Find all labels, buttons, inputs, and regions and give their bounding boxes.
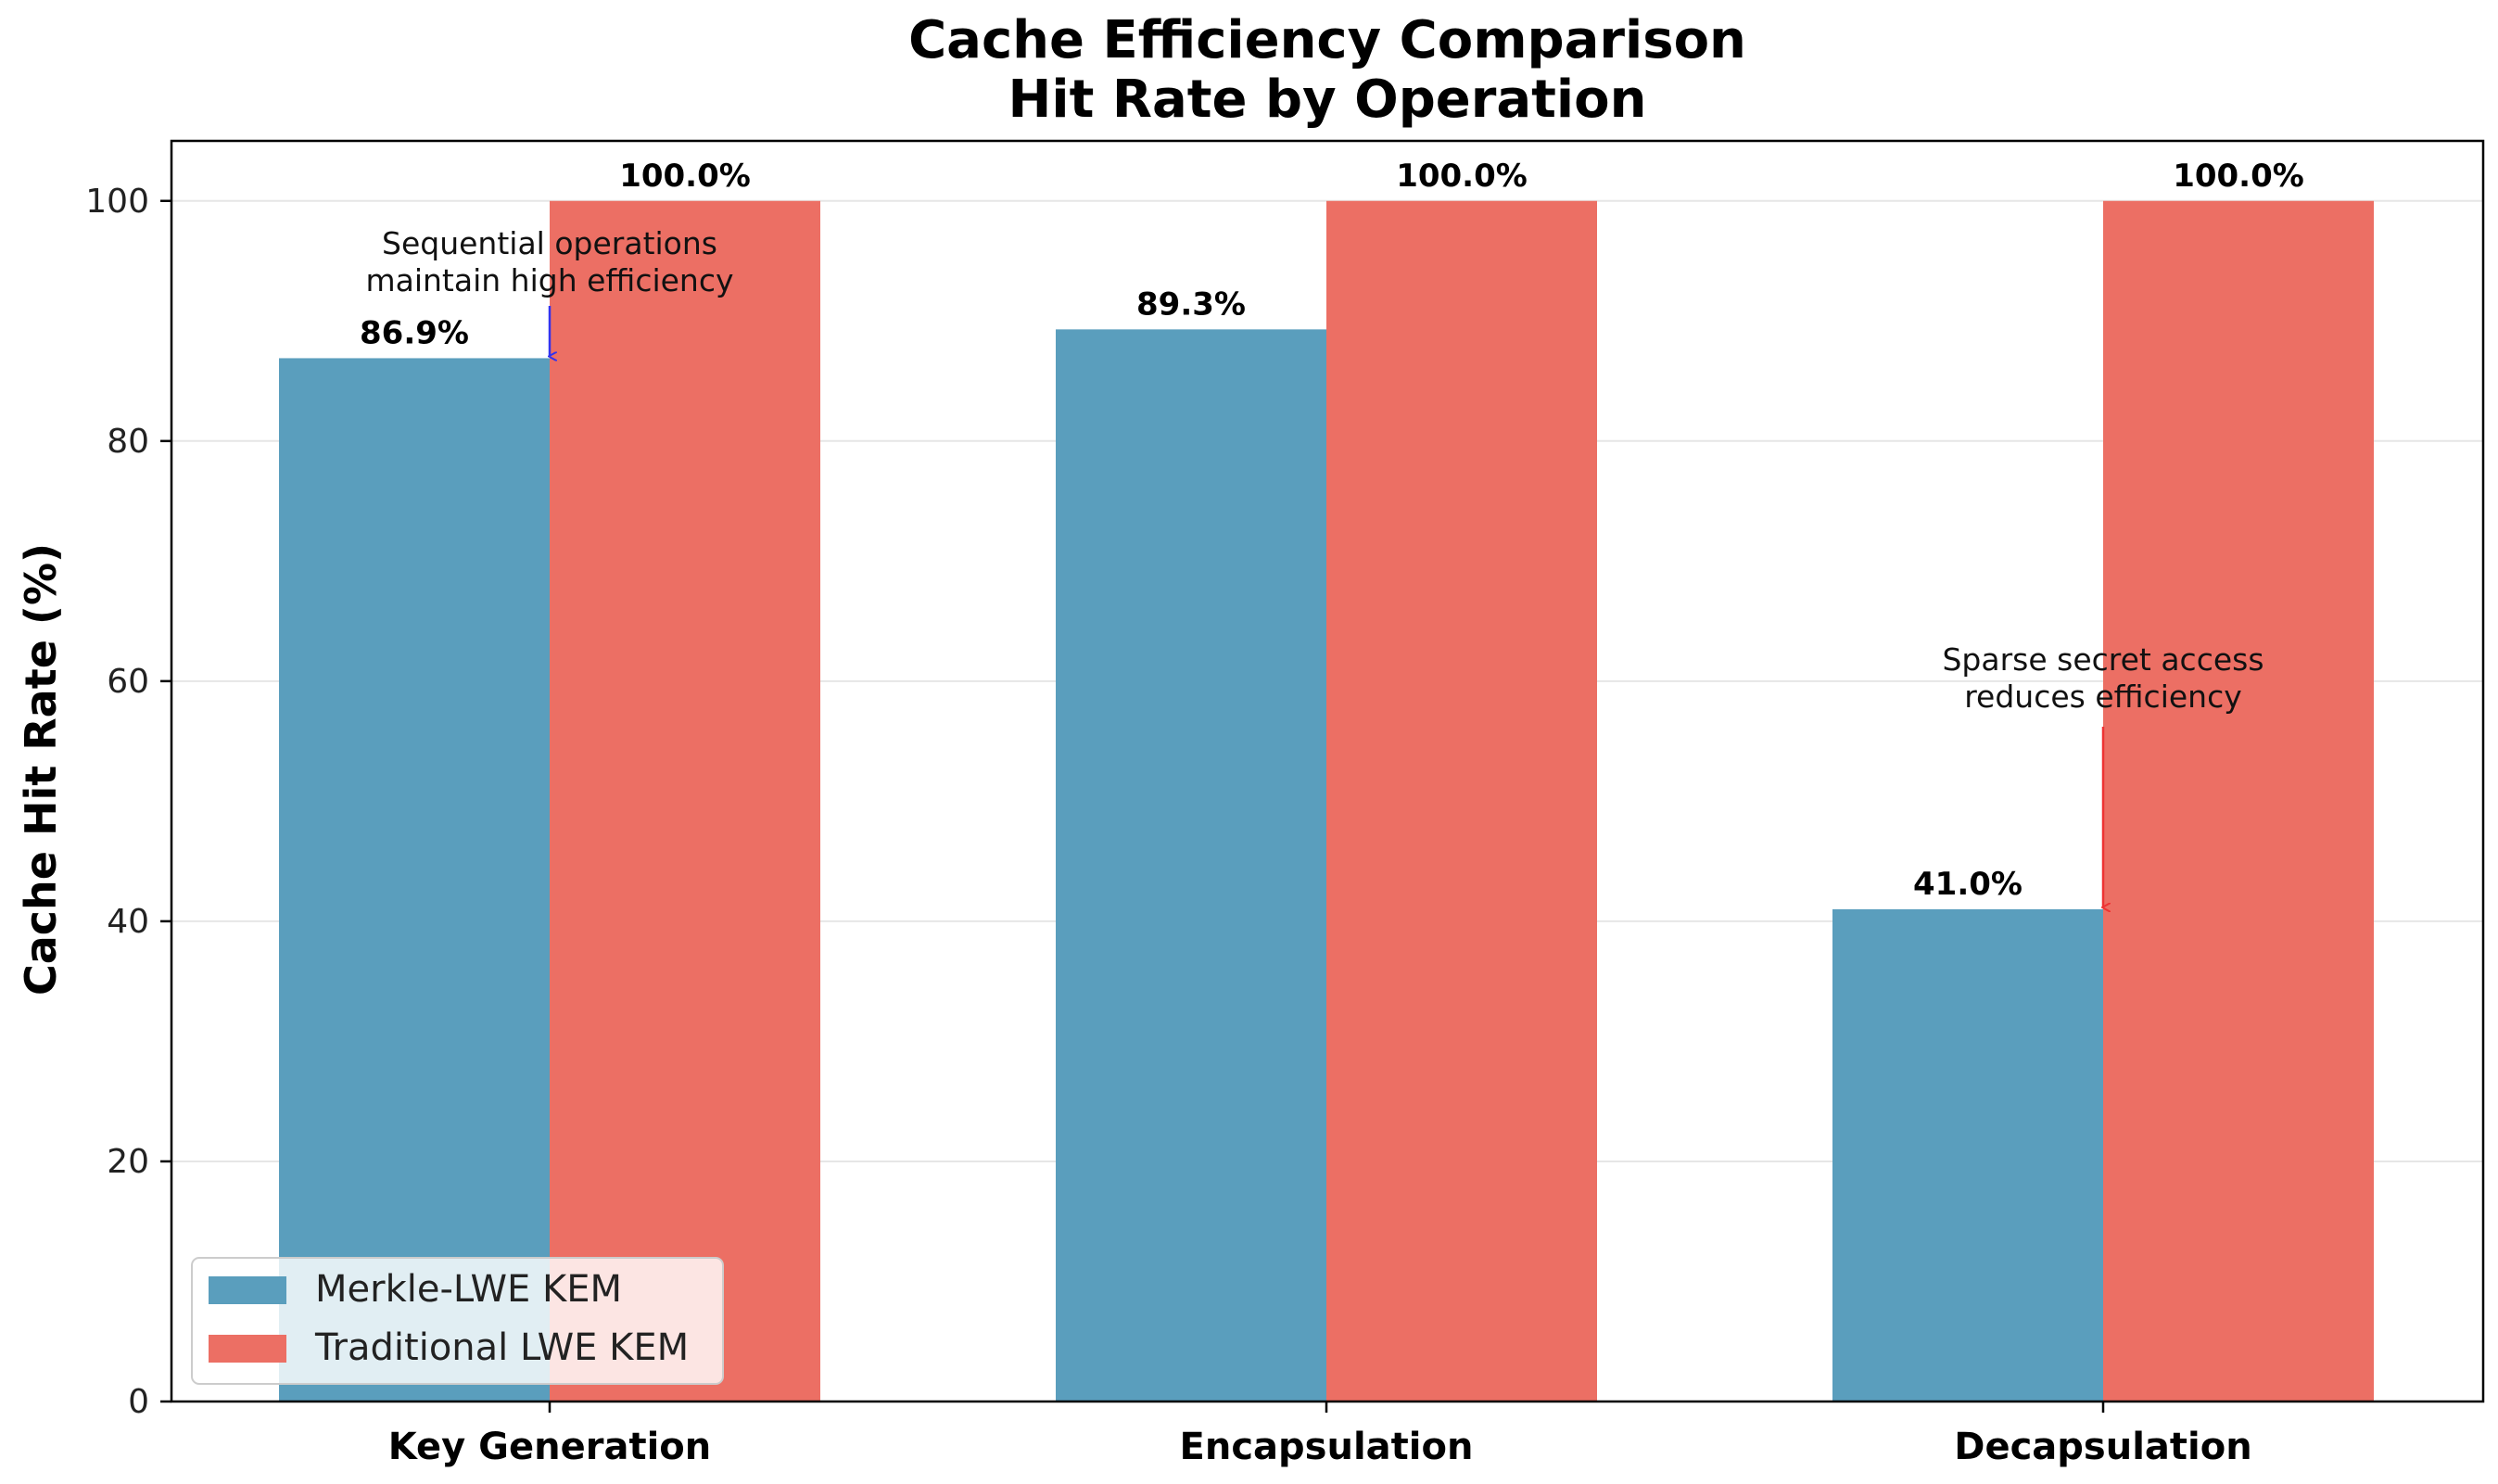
y-tick-label-100: 100	[85, 183, 149, 221]
bar-traditional-lwe-kem-key-generation	[550, 200, 820, 1402]
bar-merkle-lwe-kem-encapsulation	[1056, 329, 1326, 1402]
x-tick-label-decapsulation: Decapsulation	[1954, 1426, 2251, 1468]
legend-swatch-merkle-lwe-kem	[209, 1276, 286, 1304]
x-tick-label-encapsulation: Encapsulation	[1180, 1426, 1474, 1468]
chart-title: Cache Efficiency Comparison	[908, 10, 1746, 70]
y-tick-label-0: 0	[128, 1383, 149, 1421]
data-labels: 86.9% 89.3% 41.0% 100.0% 100.0% 100.0%	[360, 158, 2304, 903]
bar-traditional-lwe-kem-decapsulation	[2103, 200, 2374, 1402]
legend-label-merkle-lwe-kem: Merkle-LWE KEM	[315, 1268, 622, 1311]
annotation-2-line-2: reduces efficiency	[1964, 679, 2242, 715]
data-label-merkle-lwe-kem-encapsulation: 89.3%	[1136, 285, 1246, 323]
x-tick-label-key-generation: Key Generation	[388, 1426, 712, 1468]
data-label-merkle-lwe-kem-key-generation: 86.9%	[360, 314, 469, 351]
legend-swatch-traditional-lwe-kem	[209, 1335, 286, 1363]
legend: Merkle-LWE KEM Traditional LWE KEM	[191, 1257, 724, 1385]
bar-traditional-lwe-kem-encapsulation	[1326, 200, 1597, 1402]
data-label-traditional-lwe-kem-encapsulation: 100.0%	[1396, 158, 1528, 195]
data-label-traditional-lwe-kem-key-generation: 100.0%	[619, 158, 751, 195]
data-label-traditional-lwe-kem-decapsulation: 100.0%	[2173, 158, 2304, 195]
annotation-1-line-2: maintain high efficiency	[365, 262, 733, 298]
data-label-merkle-lwe-kem-decapsulation: 41.0%	[1913, 866, 2022, 903]
chart-subtitle: Hit Rate by Operation	[1008, 70, 1647, 130]
y-tick-label-40: 40	[107, 903, 149, 941]
x-axis-ticks: Key Generation Encapsulation Decapsulation	[388, 1402, 2252, 1468]
y-axis-ticks: 0 20 40 60 80 100	[85, 183, 171, 1421]
bar-merkle-lwe-kem-decapsulation	[1832, 908, 2103, 1402]
annotation-2-line-1: Sparse secret access	[1942, 641, 2263, 678]
y-tick-label-60: 60	[107, 663, 149, 701]
annotation-1-line-1: Sequential operations	[382, 225, 717, 261]
legend-box	[191, 1257, 724, 1385]
y-axis-label: Cache Hit Rate (%)	[16, 543, 66, 996]
bars	[279, 200, 2374, 1402]
y-tick-label-80: 80	[107, 423, 149, 461]
legend-label-traditional-lwe-kem: Traditional LWE KEM	[314, 1326, 689, 1369]
y-tick-label-20: 20	[107, 1143, 149, 1181]
bar-merkle-lwe-kem-key-generation	[279, 358, 550, 1402]
